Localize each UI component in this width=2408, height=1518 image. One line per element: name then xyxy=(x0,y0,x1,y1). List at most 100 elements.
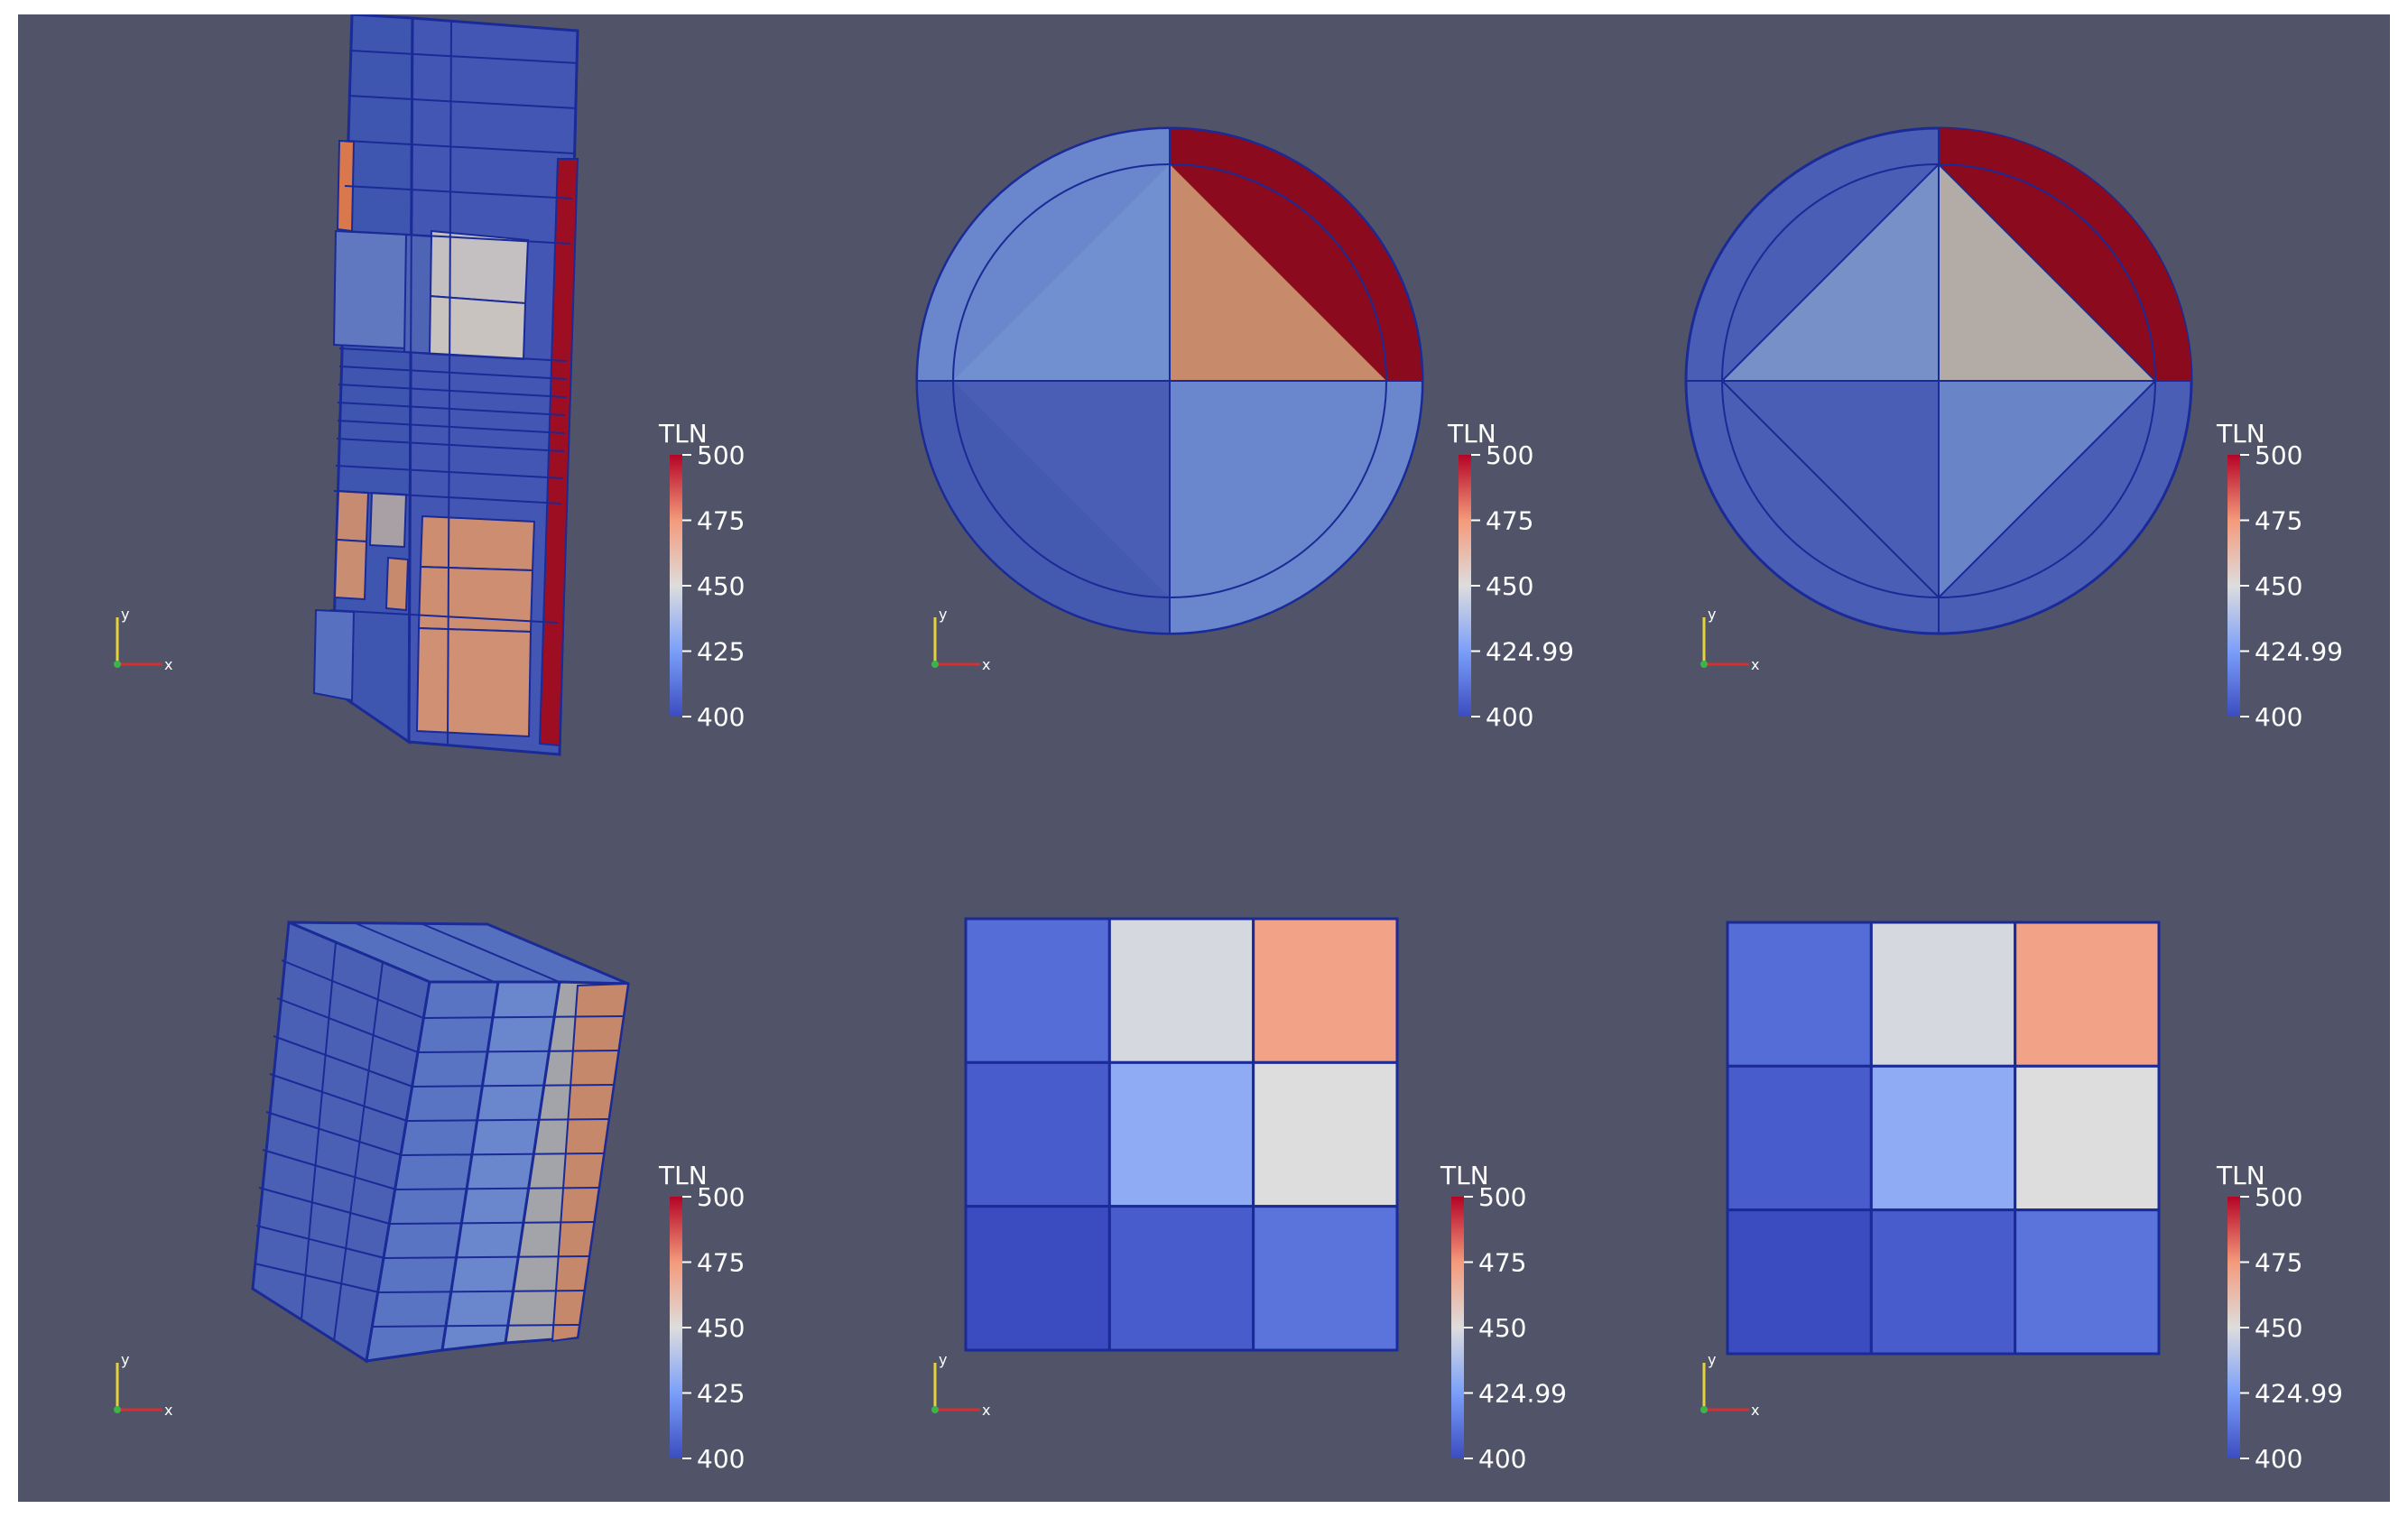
colorbar-gradient xyxy=(670,1197,682,1458)
axes-icon: yx xyxy=(114,606,172,673)
colorbar-tick-label: 400 xyxy=(697,702,745,732)
render-scene: TLN500475450425400TLN500475450424.99400T… xyxy=(114,14,2343,1474)
grid-cell xyxy=(964,1060,1111,1208)
colorbars: TLN500475450425400TLN500475450424.99400T… xyxy=(658,419,2343,1474)
colorbar-tick-label: 450 xyxy=(1478,1313,1526,1343)
block-layer-lines xyxy=(254,922,625,1342)
colorbar-gradient xyxy=(2227,1197,2240,1458)
colorbar-gradient xyxy=(1451,1197,1464,1458)
grid-cell xyxy=(1869,1208,2017,1356)
colorbar-gradient xyxy=(670,455,682,717)
grid-cell xyxy=(1252,917,1399,1064)
colorbar-tick-label: 424.99 xyxy=(1478,1379,1567,1409)
view-2-circle-slice[interactable] xyxy=(915,126,1424,635)
colorbar-tick-label: 400 xyxy=(2255,702,2302,732)
colorbar-title: TLN xyxy=(2216,1161,2265,1190)
tall-cell-cool-1 xyxy=(332,229,410,350)
svg-text:y: y xyxy=(1708,1351,1716,1368)
svg-text:y: y xyxy=(939,1351,947,1368)
colorbar-tick-label: 424.99 xyxy=(2255,1379,2343,1409)
grid-cell xyxy=(2014,921,2161,1068)
colorbar-title: TLN xyxy=(658,1161,708,1190)
tall-cell-warm-7 xyxy=(335,489,370,543)
colorbar-tick-label: 450 xyxy=(2255,1313,2302,1343)
colorbar-tick-label: 424.99 xyxy=(2255,637,2343,667)
colorbar-tick-label: 475 xyxy=(1486,506,1533,536)
tall-cell-cool-2 xyxy=(403,233,433,356)
colorbar-tick-label: 475 xyxy=(2255,1248,2302,1278)
colorbar-tick-label: 400 xyxy=(2255,1444,2302,1474)
colorbar-tick-label: 400 xyxy=(1486,702,1533,732)
circle-inner-warm xyxy=(1170,164,1386,381)
svg-text:x: x xyxy=(164,1402,172,1419)
tall-cell-warm-1 xyxy=(428,229,530,305)
colorbar-tick-label: 475 xyxy=(697,1248,745,1278)
colorbar-tick-label: 500 xyxy=(1486,440,1533,470)
paraview-render-viewport[interactable]: TLN 500 475 450 425 400 TLN 500 475 450 424.99 400 T… xyxy=(18,14,2390,1502)
colorbar-tick-label: 500 xyxy=(697,1182,745,1212)
grid-cell xyxy=(1726,1208,1873,1356)
grid-cell xyxy=(1107,917,1255,1064)
view-5-grid-slice[interactable] xyxy=(964,917,1399,1352)
colorbar-tick-label: 450 xyxy=(2255,571,2302,601)
grid-cell xyxy=(1869,1064,2017,1212)
axes-icon: yx xyxy=(931,1351,990,1419)
grid-cell xyxy=(2014,1064,2161,1212)
axes-icon: yx xyxy=(114,1351,172,1419)
tall-cell-warm-3 xyxy=(384,556,410,612)
grid-cell xyxy=(1869,921,2017,1068)
colorbar-tick-label: 425 xyxy=(697,637,745,667)
svg-text:x: x xyxy=(1751,1402,1759,1419)
svg-text:x: x xyxy=(982,1402,990,1419)
grid-cell xyxy=(1107,1060,1255,1208)
circle-inner-br xyxy=(1170,381,1386,597)
svg-text:y: y xyxy=(1708,606,1716,623)
tall-cell-warm-6 xyxy=(415,626,533,738)
axes-icon: yx xyxy=(1700,1351,1759,1419)
view-1-tall-assembly[interactable] xyxy=(312,14,579,756)
tall-segment-lines xyxy=(329,17,579,745)
grid-cell xyxy=(964,1205,1111,1352)
svg-text:y: y xyxy=(939,606,947,623)
colorbar-tick-label: 500 xyxy=(2255,1182,2302,1212)
tall-cell-warm-10 xyxy=(368,491,408,549)
colorbar-tick-label: 500 xyxy=(1478,1182,1526,1212)
colorbar-tick-label: 500 xyxy=(2255,440,2302,470)
colorbar-gradient xyxy=(1459,455,1471,717)
colorbar-title: TLN xyxy=(1440,1161,1489,1190)
colorbar-tick-label: 400 xyxy=(1478,1444,1526,1474)
colorbar-tick-label: 450 xyxy=(697,1313,745,1343)
svg-text:y: y xyxy=(121,1351,129,1368)
colorbar-tick-label: 450 xyxy=(1486,571,1533,601)
svg-text:x: x xyxy=(164,656,172,673)
svg-text:y: y xyxy=(121,606,129,623)
colorbar-tick-label: 475 xyxy=(2255,506,2302,536)
axes-icon: yx xyxy=(1700,606,1759,673)
colorbar-tick-label: 400 xyxy=(697,1444,745,1474)
view-4-block-assembly[interactable] xyxy=(251,920,630,1364)
view-3-circle-slice[interactable] xyxy=(1684,126,2193,635)
grid-cell xyxy=(2014,1208,2161,1356)
colorbar-tick-label: 450 xyxy=(697,571,745,601)
grid-cell xyxy=(1726,921,1873,1068)
colorbar-title: TLN xyxy=(2216,419,2265,449)
svg-text:x: x xyxy=(1751,656,1759,673)
view-6-grid-slice[interactable] xyxy=(1726,921,2161,1356)
colorbar-title: TLN xyxy=(1447,419,1496,449)
colorbar-tick-label: 425 xyxy=(697,1379,745,1409)
axes-icon: yx xyxy=(931,606,990,673)
colorbar-tick-label: 475 xyxy=(1478,1248,1526,1278)
colorbar-title: TLN xyxy=(658,419,708,449)
tall-hot-strip xyxy=(538,158,579,747)
tall-cell-cool-3 xyxy=(312,608,356,702)
colorbar-tick-label: 424.99 xyxy=(1486,637,1574,667)
tall-cell-warm-4 xyxy=(419,514,536,572)
tall-cell-warm-5 xyxy=(417,565,534,634)
circle-inner-tl xyxy=(953,164,1170,381)
svg-text:x: x xyxy=(982,656,990,673)
